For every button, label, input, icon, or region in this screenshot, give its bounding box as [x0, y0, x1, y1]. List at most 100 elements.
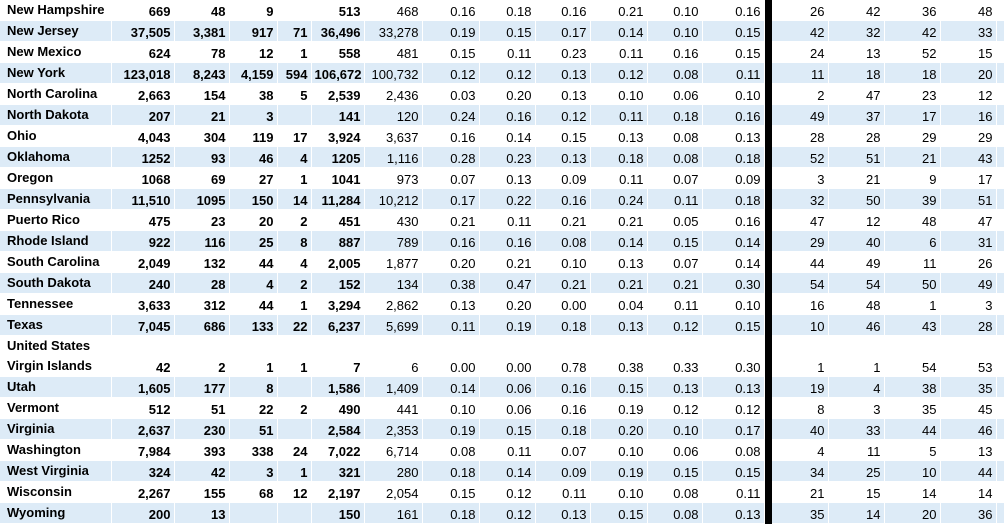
data-cell[interactable]: 26 — [772, 0, 829, 21]
data-cell[interactable]: 22 — [229, 397, 278, 419]
data-cell[interactable]: 2,436 — [364, 83, 423, 105]
data-cell[interactable]: 51 — [828, 146, 885, 168]
data-cell[interactable]: 48 — [940, 0, 997, 21]
data-cell[interactable]: 6,714 — [364, 439, 423, 461]
data-cell[interactable]: 0.24 — [422, 104, 480, 126]
data-cell[interactable]: 12 — [828, 209, 885, 231]
data-cell[interactable]: 12 — [940, 83, 997, 105]
data-cell[interactable]: 0.08 — [647, 502, 703, 524]
data-cell[interactable]: 44 — [229, 251, 278, 273]
data-cell[interactable]: 46 — [996, 460, 1004, 482]
data-cell[interactable]: 4 — [277, 251, 312, 273]
state-name-cell[interactable]: Ohio — [0, 125, 112, 147]
data-cell[interactable]: 2 — [277, 272, 312, 294]
data-cell[interactable]: 50 — [884, 272, 941, 294]
data-cell[interactable]: 1 — [277, 293, 312, 315]
state-name-cell[interactable]: Vermont — [0, 397, 112, 419]
data-cell[interactable]: 51 — [174, 397, 230, 419]
data-cell[interactable]: 6 — [884, 230, 941, 252]
data-cell[interactable]: 5 — [996, 209, 1004, 231]
data-cell[interactable]: 3 — [828, 397, 885, 419]
data-cell[interactable]: 0.15 — [647, 460, 703, 482]
data-cell[interactable]: 0.19 — [422, 418, 480, 440]
data-cell[interactable]: 49 — [828, 251, 885, 273]
data-cell[interactable]: 0.15 — [422, 481, 480, 503]
data-cell[interactable]: 51 — [940, 188, 997, 210]
data-cell[interactable]: 0.21 — [422, 209, 480, 231]
data-cell[interactable]: 1 — [277, 335, 312, 377]
data-cell[interactable]: 0.11 — [422, 314, 480, 336]
data-cell[interactable]: 12 — [229, 41, 278, 63]
data-cell[interactable]: 0.10 — [647, 20, 703, 42]
data-cell[interactable]: 37 — [828, 104, 885, 126]
data-cell[interactable]: 0.13 — [479, 167, 536, 189]
data-cell[interactable]: 0.15 — [535, 125, 591, 147]
data-cell[interactable]: 0.15 — [479, 418, 536, 440]
data-cell[interactable]: 4,159 — [229, 62, 278, 84]
data-cell[interactable] — [277, 502, 312, 524]
data-cell[interactable]: 51 — [996, 104, 1004, 126]
data-cell[interactable]: 0.08 — [647, 125, 703, 147]
data-cell[interactable]: 42 — [828, 0, 885, 21]
data-cell[interactable]: 17 — [277, 125, 312, 147]
data-cell[interactable]: 34 — [996, 397, 1004, 419]
data-cell[interactable]: 78 — [174, 41, 230, 63]
data-cell[interactable]: 11 — [828, 439, 885, 461]
data-cell[interactable]: 27 — [996, 418, 1004, 440]
data-cell[interactable]: 0.16 — [422, 125, 480, 147]
state-name-cell[interactable]: Oregon — [0, 167, 112, 189]
data-cell[interactable]: 44 — [940, 460, 997, 482]
data-cell[interactable]: 0.12 — [647, 314, 703, 336]
data-cell[interactable]: 177 — [174, 376, 230, 398]
state-name-cell[interactable]: Puerto Rico — [0, 209, 112, 231]
data-cell[interactable]: 40 — [772, 418, 829, 440]
data-cell[interactable]: 4 — [277, 146, 312, 168]
data-cell[interactable]: 0.13 — [647, 376, 703, 398]
data-cell[interactable]: 0.47 — [479, 272, 536, 294]
data-cell[interactable]: 0.13 — [422, 293, 480, 315]
data-cell[interactable]: 2 — [772, 83, 829, 105]
data-cell[interactable]: 8 — [277, 230, 312, 252]
data-cell[interactable]: 0.12 — [479, 481, 536, 503]
data-cell[interactable]: 1 — [229, 335, 278, 377]
data-cell[interactable]: 0.15 — [590, 502, 648, 524]
data-cell[interactable]: 451 — [311, 209, 365, 231]
data-cell[interactable]: 0.08 — [647, 62, 703, 84]
data-cell[interactable]: 0.10 — [535, 251, 591, 273]
data-cell[interactable]: 134 — [364, 272, 423, 294]
data-cell[interactable]: 36 — [940, 502, 997, 524]
data-cell[interactable]: 23 — [996, 125, 1004, 147]
data-cell[interactable]: 7,045 — [111, 314, 175, 336]
data-cell[interactable]: 28 — [940, 314, 997, 336]
data-cell[interactable]: 155 — [174, 481, 230, 503]
data-cell[interactable]: 8,243 — [174, 62, 230, 84]
data-cell[interactable]: 3 — [229, 460, 278, 482]
data-cell[interactable]: 0.21 — [590, 209, 648, 231]
data-cell[interactable]: 0.12 — [479, 62, 536, 84]
data-cell[interactable]: 0.21 — [535, 209, 591, 231]
data-cell[interactable]: 11 — [884, 251, 941, 273]
data-cell[interactable]: 10 — [996, 83, 1004, 105]
data-cell[interactable]: 0.08 — [702, 439, 765, 461]
data-cell[interactable]: 1 — [277, 41, 312, 63]
state-name-cell[interactable]: New Mexico — [0, 41, 112, 63]
data-cell[interactable]: 161 — [364, 502, 423, 524]
state-name-cell[interactable]: United States Virgin Islands — [0, 335, 112, 377]
data-cell[interactable]: 481 — [364, 41, 423, 63]
data-cell[interactable]: 321 — [311, 460, 365, 482]
data-cell[interactable]: 0.13 — [535, 502, 591, 524]
data-cell[interactable]: 2 — [277, 397, 312, 419]
data-cell[interactable]: 1,605 — [111, 376, 175, 398]
data-cell[interactable]: 0.18 — [590, 146, 648, 168]
data-cell[interactable]: 1068 — [111, 167, 175, 189]
data-cell[interactable]: 46 — [940, 418, 997, 440]
data-cell[interactable]: 0.24 — [590, 188, 648, 210]
data-cell[interactable]: 44 — [229, 293, 278, 315]
data-cell[interactable]: 0.06 — [647, 439, 703, 461]
data-cell[interactable]: 0.13 — [590, 251, 648, 273]
data-cell[interactable]: 0.21 — [535, 272, 591, 294]
data-cell[interactable]: 37,505 — [111, 20, 175, 42]
data-cell[interactable]: 280 — [364, 460, 423, 482]
data-cell[interactable]: 0.14 — [422, 376, 480, 398]
